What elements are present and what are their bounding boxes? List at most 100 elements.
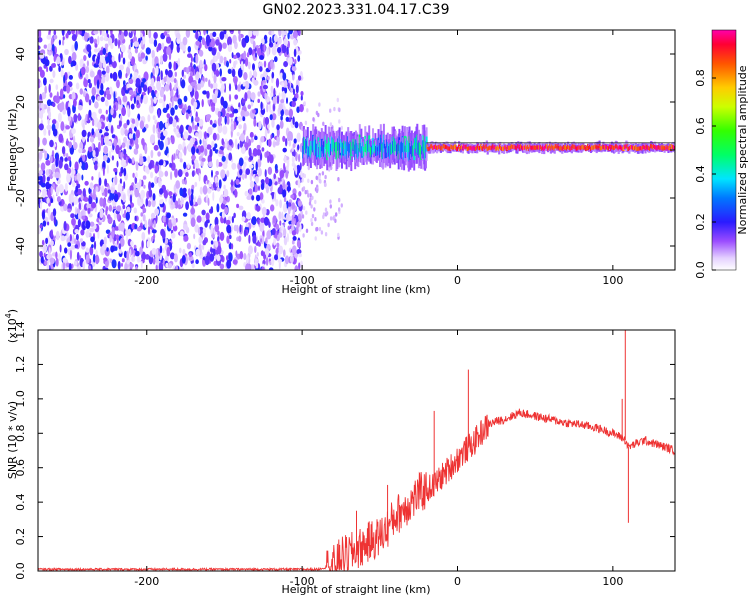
spectrogram-cell [243, 229, 247, 237]
spectrogram-cell [148, 225, 150, 235]
spectrogram-cell [300, 91, 304, 96]
spectrogram-cell [288, 108, 293, 118]
snr-y-tick-label: 1.4 [14, 321, 27, 339]
spectrogram-cell [97, 121, 102, 130]
spectrogram-cell [246, 195, 252, 200]
spectrogram-cell [79, 238, 84, 243]
spectrogram-cell [197, 130, 203, 140]
spectrogram-cell [127, 188, 130, 197]
spectrogram-cell [235, 178, 240, 185]
spectrogram-cell [94, 43, 98, 48]
spectrogram-cell [185, 201, 190, 211]
spectrogram-cell [259, 192, 264, 201]
spectrogram-cell [263, 216, 269, 226]
spectrogram-cell [260, 250, 264, 257]
spectrogram-cell [224, 142, 228, 149]
spectrogram-cell [241, 174, 246, 179]
spectrogram-cell [249, 155, 254, 161]
spectrogram-cell [118, 243, 122, 250]
spectrogram-cell [135, 78, 141, 85]
spectrogram-cell [127, 104, 129, 115]
spectrogram-cell [71, 30, 76, 35]
spectrogram-cell [227, 106, 231, 113]
spectrogram-cell [77, 188, 82, 196]
spectrogram-cell [307, 178, 310, 183]
spectrogram-cell [291, 239, 295, 245]
spectrogram-cell [223, 188, 229, 198]
spectrogram-cell [288, 202, 292, 207]
spectrogram-cell [254, 245, 257, 253]
spectrogram-cell [259, 66, 263, 72]
spectrogram-cell [338, 119, 341, 124]
spectrogram-cell [267, 166, 273, 175]
spectrogram-cell [209, 119, 213, 125]
spectrogram-cell [48, 169, 52, 175]
spectrogram-cell [171, 232, 176, 239]
spectrogram-cell [178, 204, 182, 210]
spectrogram-cell [123, 30, 128, 37]
spectrogram-cell [103, 236, 108, 246]
spectrogram-cell [150, 182, 155, 188]
spectrogram-cell [52, 63, 56, 68]
spectrogram-cell [202, 227, 207, 234]
spectrogram-cell [89, 227, 95, 233]
spectrogram-cell [292, 97, 298, 102]
spectrogram-cell [214, 90, 218, 98]
spectrogram-cell [229, 234, 232, 240]
spectrogram-cell [164, 149, 168, 156]
spectrogram-cell [215, 241, 219, 248]
spectrogram-cell [58, 253, 61, 261]
spectrogram-cell [253, 118, 257, 127]
spectrogram-cell [113, 193, 119, 203]
spectrogram-cell [231, 52, 234, 59]
spectrogram-cell [256, 148, 262, 156]
spectrogram-cell [62, 261, 66, 270]
spectrogram-cell [126, 250, 129, 261]
spectrogram-cell [209, 148, 213, 158]
spectrogram-cell [165, 68, 168, 76]
spectrogram-cell [206, 90, 210, 99]
spectrogram-cell [106, 30, 109, 34]
spectrogram-cell [276, 127, 280, 138]
spectrogram-cell [91, 128, 95, 136]
spectrogram-cell [208, 181, 212, 188]
spectrogram-cell [234, 188, 238, 198]
spectrogram-cell [218, 150, 224, 155]
colorbar-tick-label: 0.0 [694, 261, 707, 279]
spectrogram-cell [71, 128, 76, 135]
spectrogram-cell [255, 258, 258, 263]
spectrogram-cell [183, 161, 187, 170]
spectrogram-cell [53, 54, 56, 63]
spectrogram-cell [224, 115, 227, 125]
spectrogram-cell [115, 234, 120, 239]
spectrogram-cell [304, 120, 308, 126]
spectrogram-cell [102, 243, 107, 251]
spectrogram-cell [164, 138, 168, 148]
spectrogram-cell [263, 60, 267, 68]
spectrogram-cell [315, 227, 318, 232]
spectrogram-cell [99, 55, 106, 64]
spectrogram-cell [148, 37, 154, 44]
spectrogram-cell [104, 32, 107, 41]
spectrogram-cell [255, 263, 259, 269]
spectrogram-cell [109, 192, 112, 201]
spectrogram-cell [199, 59, 203, 69]
spectrogram-cell [67, 106, 71, 117]
spectrogram-cell [153, 32, 158, 39]
spectrogram-cell [56, 154, 59, 163]
spectrogram-cell [66, 138, 69, 146]
spectrogram-cell [307, 193, 310, 198]
spectrogram-cell [124, 209, 127, 216]
spectrogram-cell [123, 123, 128, 129]
spectrogram-cell [251, 195, 255, 201]
spectrogram-cell [307, 165, 310, 171]
spectrogram-cell [194, 181, 198, 187]
spectrogram-cell [43, 252, 46, 258]
spectrogram-cell [182, 248, 186, 256]
spectrogram-cell [231, 68, 236, 78]
spectrogram-cell [83, 91, 86, 98]
spectrogram-cell [177, 197, 181, 206]
spectrogram-cell [44, 260, 48, 266]
spectrogram-cell [225, 138, 228, 143]
spectrogram-cell [250, 101, 254, 107]
